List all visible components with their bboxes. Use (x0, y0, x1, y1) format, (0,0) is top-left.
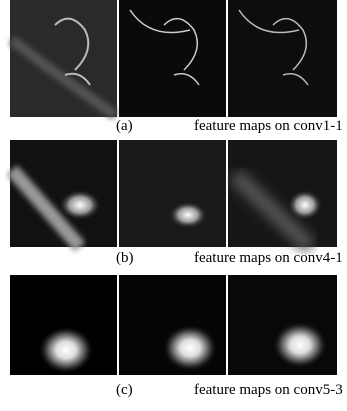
panel-caption: feature maps on conv4-1 (194, 250, 343, 266)
panel-label: (c) (116, 382, 133, 398)
panel-caption: feature maps on conv5-3 (194, 382, 343, 398)
image-row-b (6, 140, 337, 253)
panel-caption: feature maps on conv1-1 (194, 118, 343, 134)
image-row-c (10, 275, 337, 375)
panel-label: (a) (116, 118, 133, 134)
image-row-a (8, 0, 337, 120)
feature-map (119, 140, 226, 247)
panel-label: (b) (116, 250, 134, 266)
